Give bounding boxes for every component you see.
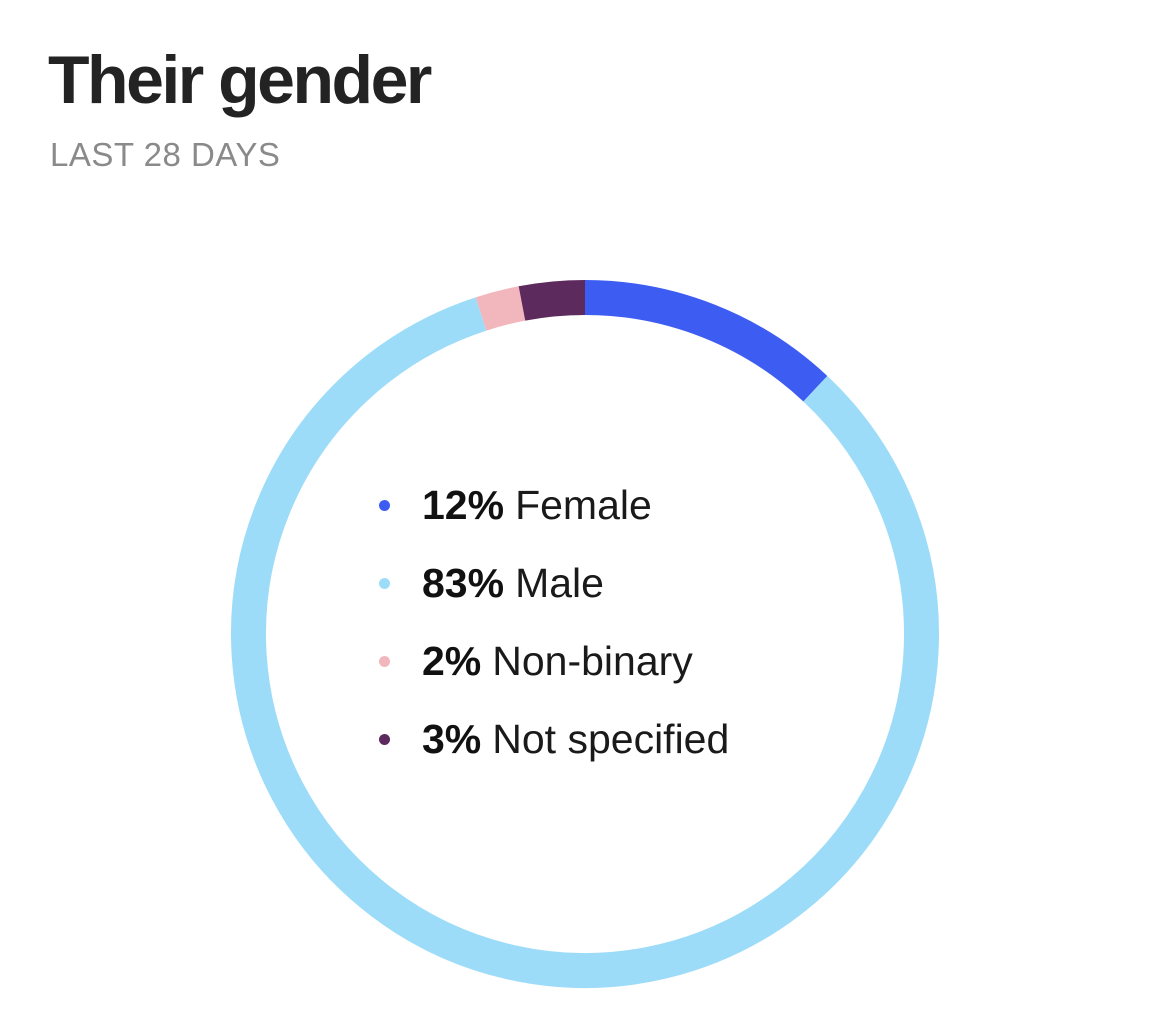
legend-item-male: 83% Male [372,544,729,622]
donut-segment-non-binary [475,286,526,331]
legend-dot-non-binary [379,655,390,667]
donut-segment-female [584,280,828,402]
date-range-label: LAST 28 DAYS [50,136,281,173]
legend-item-female: 12% Female [372,466,729,544]
chart-legend: 12% Female 83% Male 2% Non-binary 3% Not… [372,466,729,778]
legend-dot-male [379,577,390,589]
donut-segment-male [231,297,939,988]
legend-value-male: 83% [422,559,505,606]
legend-label-female: Female [515,481,652,528]
legend-label-male: Male [515,559,604,606]
legend-dot-not-specified [379,733,390,745]
legend-dot-female [379,499,390,511]
legend-item-non-binary: 2% Non-binary [372,622,729,700]
donut-segment-not-specified [518,280,586,321]
legend-item-not-specified: 3% Not specified [372,700,729,778]
legend-label-not-specified: Not specified [492,715,730,762]
chart-title: Their gender [48,42,432,118]
legend-value-non-binary: 2% [422,637,482,684]
legend-value-female: 12% [422,481,505,528]
legend-label-non-binary: Non-binary [492,637,693,684]
legend-value-not-specified: 3% [422,715,482,762]
